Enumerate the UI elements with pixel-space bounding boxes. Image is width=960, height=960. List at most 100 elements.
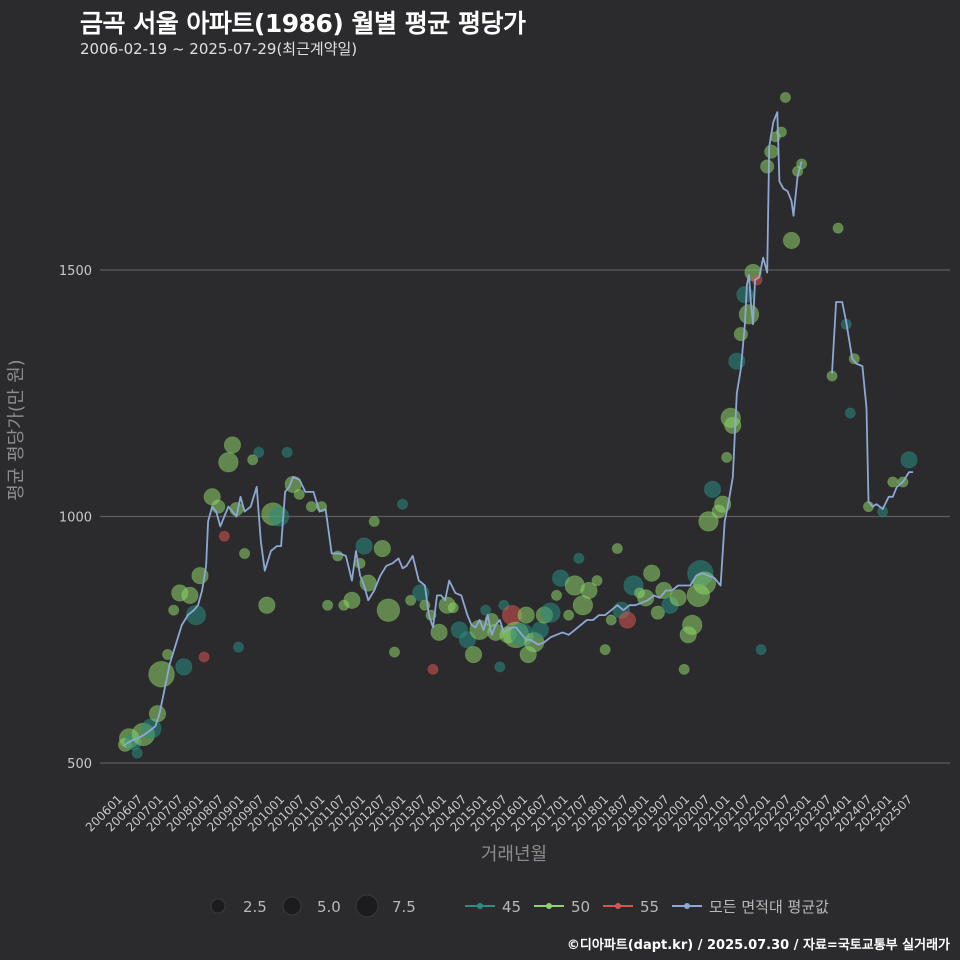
data-point bbox=[355, 537, 373, 555]
data-point bbox=[698, 511, 719, 532]
data-point bbox=[198, 651, 210, 663]
x-axis-title: 거래년월 bbox=[481, 844, 547, 865]
data-point bbox=[305, 501, 317, 513]
data-point bbox=[343, 591, 361, 609]
data-point bbox=[611, 543, 623, 555]
color-legend-label: 50 bbox=[571, 898, 590, 916]
color-legend-label: 45 bbox=[502, 898, 521, 916]
data-point bbox=[281, 446, 293, 458]
data-point bbox=[430, 623, 448, 641]
data-point bbox=[782, 231, 801, 250]
data-point bbox=[258, 596, 276, 614]
data-point bbox=[900, 451, 918, 469]
color-legend-dot bbox=[546, 903, 552, 909]
color-legend-dot bbox=[684, 903, 690, 909]
data-point bbox=[464, 645, 483, 664]
data-point bbox=[293, 488, 305, 500]
size-legend-label: 5.0 bbox=[317, 898, 341, 916]
chart-title: 금곡 서울 아파트(1986) 월별 평균 평당가 bbox=[80, 9, 526, 38]
data-point bbox=[591, 575, 603, 587]
data-point bbox=[832, 222, 844, 234]
data-point bbox=[458, 631, 477, 649]
data-point bbox=[373, 539, 391, 558]
data-point bbox=[168, 604, 180, 616]
size-legend-label: 2.5 bbox=[243, 898, 267, 916]
data-point bbox=[540, 602, 561, 623]
data-point bbox=[218, 452, 239, 473]
average-line-recent bbox=[831, 301, 914, 511]
data-point bbox=[760, 159, 775, 174]
data-point bbox=[751, 274, 763, 286]
data-point bbox=[218, 530, 230, 542]
data-point bbox=[844, 407, 856, 419]
data-point bbox=[692, 571, 717, 595]
data-point bbox=[877, 506, 889, 518]
data-point bbox=[233, 641, 245, 653]
data-point bbox=[650, 605, 665, 620]
data-points bbox=[118, 91, 918, 759]
data-point bbox=[733, 327, 748, 342]
data-point bbox=[724, 416, 742, 434]
data-point bbox=[268, 506, 290, 527]
data-point bbox=[678, 663, 690, 675]
data-point bbox=[494, 661, 506, 673]
x-tick-labels: 2006012006072007012007072008012008072009… bbox=[83, 792, 915, 834]
data-point bbox=[253, 446, 265, 458]
data-point bbox=[721, 451, 733, 463]
y-tick-labels: 500 1000 1500 bbox=[59, 264, 92, 772]
data-point bbox=[669, 589, 687, 607]
data-point bbox=[738, 304, 760, 325]
data-point bbox=[605, 614, 617, 626]
data-point bbox=[703, 480, 722, 498]
size-legend-label: 7.5 bbox=[392, 898, 416, 916]
data-point bbox=[239, 547, 251, 559]
data-point bbox=[682, 614, 703, 636]
data-point bbox=[211, 499, 226, 514]
data-point bbox=[618, 611, 637, 629]
data-point bbox=[573, 552, 585, 564]
size-legend-dot bbox=[210, 898, 226, 914]
data-point bbox=[388, 646, 400, 658]
data-point bbox=[755, 644, 767, 656]
data-point bbox=[247, 454, 259, 466]
data-point bbox=[427, 663, 439, 675]
data-point bbox=[887, 476, 899, 488]
grid-lines bbox=[100, 269, 950, 764]
data-point bbox=[517, 606, 535, 624]
y-axis-title: 평균 평당가(만 원) bbox=[6, 359, 27, 500]
data-point bbox=[551, 589, 563, 601]
data-point bbox=[580, 581, 598, 600]
data-point bbox=[131, 747, 143, 759]
data-point bbox=[599, 644, 611, 656]
data-point bbox=[736, 286, 754, 304]
data-point bbox=[148, 661, 175, 688]
data-point bbox=[322, 599, 334, 611]
y-tick-label: 1500 bbox=[59, 264, 92, 279]
data-point bbox=[764, 144, 779, 159]
data-point bbox=[779, 91, 791, 103]
average-line-group bbox=[123, 111, 914, 747]
data-point bbox=[447, 602, 459, 614]
data-point bbox=[643, 564, 661, 582]
data-point bbox=[405, 594, 417, 606]
data-point bbox=[185, 604, 207, 626]
data-point bbox=[368, 515, 380, 527]
chart-subtitle: 2006-02-19 ~ 2025-07-29(최근계약일) bbox=[80, 40, 358, 58]
color-legend-dot bbox=[477, 903, 483, 909]
size-legend-dot bbox=[282, 896, 302, 916]
y-tick-label: 500 bbox=[67, 757, 92, 772]
legend: 2.5 5.0 7.5 45 50 55 모든 면적대 평균값 bbox=[210, 894, 829, 918]
data-point bbox=[563, 609, 575, 621]
data-point bbox=[354, 557, 366, 569]
data-point bbox=[376, 598, 401, 622]
data-point bbox=[531, 621, 549, 639]
size-legend-dot bbox=[355, 894, 379, 918]
average-line bbox=[123, 111, 803, 747]
data-point bbox=[480, 604, 492, 616]
data-point bbox=[223, 436, 242, 454]
data-point bbox=[397, 498, 409, 510]
data-point bbox=[175, 658, 193, 676]
chart-caption: ©디아파트(dapt.kr) / 2025.07.30 / 자료=국토교통부 실… bbox=[566, 938, 950, 953]
color-legend-label: 모든 면적대 평균값 bbox=[709, 898, 829, 916]
